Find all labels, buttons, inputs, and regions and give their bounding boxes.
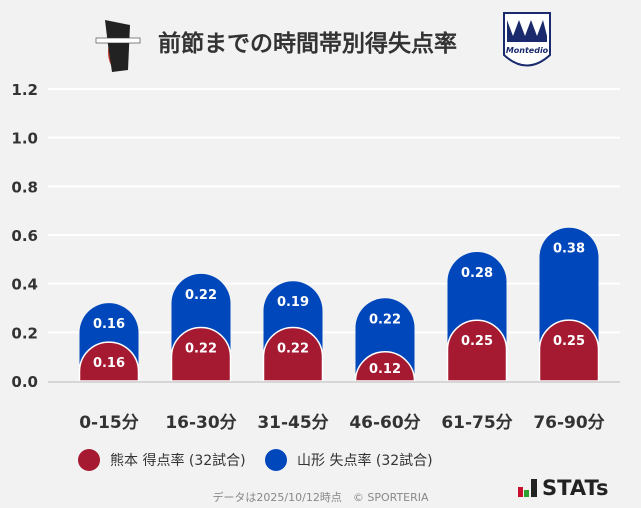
- x-tick-label: 0-15分: [79, 413, 139, 433]
- data-label-yamagata: 0.22: [369, 312, 401, 327]
- kumamoto-logo: [95, 20, 141, 72]
- stats-logo-icon: [518, 479, 537, 497]
- legend-label: 山形 失点率 (32試合): [297, 453, 433, 469]
- legend-swatch: [265, 449, 287, 471]
- data-label-yamagata: 0.16: [93, 317, 125, 332]
- x-tick-label: 46-60分: [349, 413, 420, 433]
- bar-kumamoto: [262, 326, 324, 382]
- y-tick-label: 0.0: [11, 373, 38, 391]
- stats-brand: STATs: [518, 476, 608, 500]
- data-label-yamagata: 0.38: [553, 242, 585, 257]
- data-label-yamagata: 0.28: [461, 266, 493, 281]
- y-tick-label: 0.8: [11, 178, 38, 196]
- data-label-yamagata: 0.22: [185, 288, 217, 303]
- data-label-kumamoto: 0.12: [369, 362, 401, 377]
- data-label-yamagata: 0.19: [277, 295, 309, 310]
- yamagata-logo: Montedio: [503, 12, 551, 67]
- x-tick-label: 76-90分: [533, 413, 604, 433]
- bar-kumamoto: [446, 319, 508, 382]
- y-tick-label: 1.0: [11, 130, 38, 148]
- y-tick-label: 0.4: [11, 276, 38, 294]
- x-tick-label: 31-45分: [257, 413, 328, 433]
- legend-label: 熊本 得点率 (32試合): [110, 453, 246, 469]
- x-tick-label: 16-30分: [165, 413, 236, 433]
- legend-item-yamagata: 山形 失点率 (32試合): [265, 449, 433, 471]
- data-label-kumamoto: 0.22: [185, 341, 217, 356]
- chart-title: 前節までの時間帯別得失点率: [158, 31, 457, 57]
- bar-kumamoto: [538, 319, 600, 382]
- y-tick-label: 0.6: [11, 227, 38, 245]
- data-label-kumamoto: 0.25: [461, 334, 493, 349]
- stats-text: STATs: [542, 476, 609, 500]
- data-label-kumamoto: 0.16: [93, 356, 125, 371]
- y-tick-label: 1.2: [11, 81, 38, 99]
- data-label-kumamoto: 0.22: [277, 341, 309, 356]
- bar-kumamoto: [78, 341, 140, 382]
- bar-kumamoto: [354, 351, 416, 382]
- bar-kumamoto: [170, 326, 232, 382]
- x-tick-label: 61-75分: [441, 413, 512, 433]
- data-label-kumamoto: 0.25: [553, 334, 585, 349]
- footer-note: データは2025/10/12時点 © SPORTERIA: [212, 491, 429, 504]
- y-tick-label: 0.2: [11, 324, 38, 342]
- legend-swatch: [78, 449, 100, 471]
- legend-item-kumamoto: 熊本 得点率 (32試合): [78, 449, 246, 471]
- svg-text:Montedio: Montedio: [506, 46, 549, 55]
